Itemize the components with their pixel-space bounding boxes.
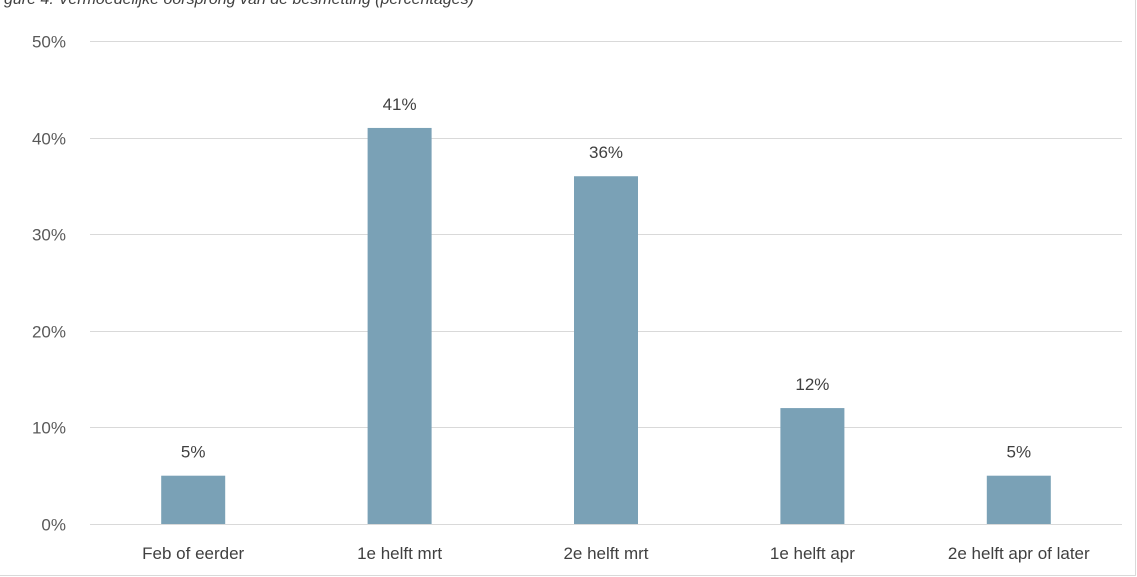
y-tick-label: 40%	[32, 130, 66, 149]
x-category-label: Feb of eerder	[142, 544, 244, 563]
y-tick-label: 0%	[41, 516, 66, 535]
x-category-label: 1e helft apr	[770, 544, 855, 563]
bar-1	[161, 475, 226, 524]
x-category-label: 2e helft apr of later	[948, 544, 1090, 563]
data-label: 5%	[181, 443, 206, 462]
data-label: 5%	[1007, 443, 1032, 462]
data-label: 41%	[383, 95, 417, 114]
y-tick-label: 30%	[32, 226, 66, 245]
x-category-label: 1e helft mrt	[357, 544, 442, 563]
y-tick-label: 50%	[32, 33, 66, 52]
data-label: 12%	[795, 375, 829, 394]
bar-2	[367, 127, 432, 524]
y-tick-label: 20%	[32, 323, 66, 342]
bar-4	[780, 408, 845, 524]
data-label: 36%	[589, 143, 623, 162]
y-tick-label: 10%	[32, 419, 66, 438]
bar-5	[986, 475, 1051, 524]
x-category-label: 2e helft mrt	[563, 544, 648, 563]
bar-3	[574, 176, 638, 525]
chart-caption: gure 4: Vermoedelijke oorsprong van de b…	[4, 0, 474, 9]
